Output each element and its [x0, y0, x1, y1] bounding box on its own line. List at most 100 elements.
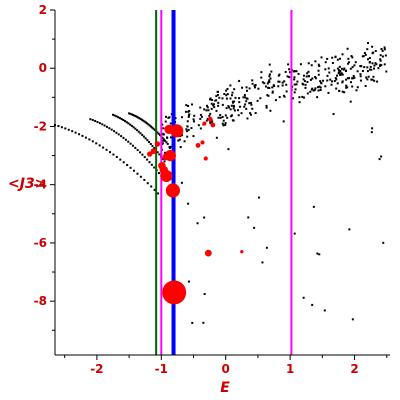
- data-point: [282, 120, 285, 123]
- data-point: [217, 101, 220, 104]
- data-point: [263, 82, 266, 85]
- data-point: [253, 84, 256, 87]
- data-point: [166, 142, 169, 145]
- data-point: [229, 97, 232, 100]
- data-point: [231, 100, 234, 103]
- data-point: [88, 138, 91, 141]
- data-point: [118, 117, 121, 120]
- data-point: [247, 216, 250, 219]
- data-point: [283, 95, 286, 98]
- data-point: [148, 141, 151, 144]
- data-point: [368, 57, 371, 60]
- data-point: [120, 135, 123, 138]
- axes: [54, 10, 390, 356]
- data-point: [134, 115, 137, 118]
- data-point: [217, 116, 220, 119]
- data-point: [138, 117, 141, 120]
- data-point: [278, 80, 281, 83]
- data-point: [226, 87, 229, 90]
- data-point: [268, 75, 271, 78]
- data-point: [259, 97, 262, 100]
- highlight-point: [210, 122, 216, 128]
- data-point: [227, 148, 230, 151]
- data-point: [271, 86, 274, 89]
- x-axis-title: E: [220, 380, 230, 396]
- y-axis-title: <J3>: [8, 176, 46, 192]
- data-point: [226, 116, 229, 119]
- data-point: [134, 127, 137, 130]
- highlight-point: [170, 124, 184, 138]
- data-point: [307, 62, 310, 65]
- data-point: [268, 73, 271, 76]
- data-point: [221, 97, 224, 100]
- data-point: [260, 76, 263, 79]
- data-point: [311, 77, 314, 80]
- data-point: [249, 113, 252, 116]
- data-point: [78, 133, 81, 136]
- data-point: [319, 81, 322, 84]
- data-point: [141, 133, 144, 136]
- data-point: [373, 64, 376, 67]
- data-point: [219, 114, 222, 117]
- data-point: [378, 64, 381, 67]
- data-point: [364, 53, 367, 56]
- data-point: [169, 122, 172, 125]
- data-point: [339, 72, 342, 75]
- data-point: [197, 124, 200, 127]
- data-point: [94, 120, 97, 123]
- data-point: [127, 140, 130, 143]
- data-point: [268, 86, 271, 89]
- data-point: [153, 146, 156, 149]
- data-point: [149, 125, 152, 128]
- data-point: [346, 86, 349, 89]
- data-point: [137, 116, 140, 119]
- data-point: [260, 71, 263, 74]
- data-point: [127, 122, 130, 125]
- data-point: [265, 106, 268, 109]
- data-point: [186, 135, 189, 138]
- data-point: [248, 102, 251, 105]
- highlight-point: [207, 116, 213, 122]
- data-point: [203, 216, 206, 219]
- data-point: [351, 85, 354, 88]
- data-point: [266, 82, 269, 85]
- data-point: [314, 76, 317, 79]
- data-point: [129, 142, 132, 145]
- data-point: [294, 88, 297, 91]
- data-point: [130, 124, 133, 127]
- data-point: [192, 120, 195, 123]
- data-point: [304, 83, 307, 86]
- data-point: [144, 137, 147, 140]
- highlight-point: [150, 148, 157, 155]
- y-tick-label: -2: [34, 119, 47, 133]
- highlight-point: [204, 249, 212, 257]
- data-point: [190, 103, 193, 106]
- data-point: [227, 105, 230, 108]
- data-point: [214, 99, 217, 102]
- data-point: [231, 91, 234, 94]
- data-point: [268, 79, 271, 82]
- data-point: [215, 109, 218, 112]
- data-point: [71, 130, 74, 133]
- data-point: [177, 139, 180, 142]
- data-point: [158, 153, 161, 156]
- data-point: [179, 146, 182, 149]
- data-point: [130, 113, 133, 116]
- data-point: [338, 65, 341, 68]
- data-point: [210, 107, 213, 110]
- data-point: [113, 130, 116, 133]
- data-point: [302, 78, 305, 81]
- data-point: [180, 181, 183, 184]
- data-point: [291, 97, 294, 100]
- data-point: [136, 149, 139, 152]
- highlight-point: [154, 141, 161, 147]
- data-point: [216, 93, 219, 96]
- data-point: [361, 55, 364, 58]
- data-point: [190, 127, 193, 130]
- data-point: [366, 48, 369, 51]
- data-point: [349, 67, 352, 70]
- data-point: [193, 114, 196, 117]
- data-point: [336, 67, 339, 70]
- data-point: [240, 112, 243, 115]
- data-point: [169, 136, 172, 139]
